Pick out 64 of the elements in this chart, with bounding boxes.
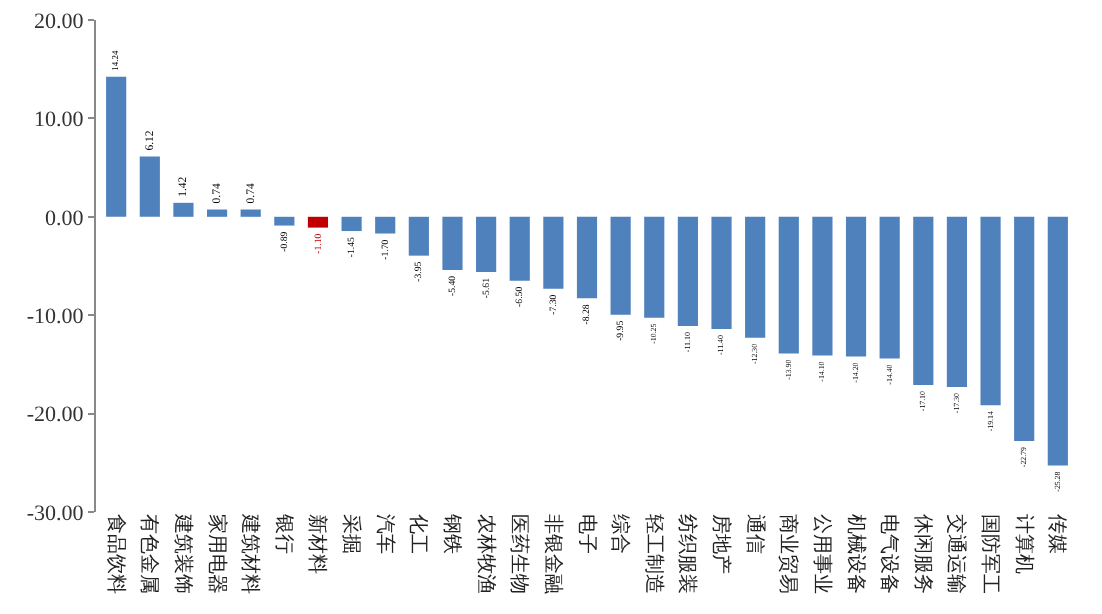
x-tick-label: 商业贸易 [776, 514, 801, 594]
bar [408, 216, 429, 256]
y-tick-label: -10.00 [26, 304, 85, 329]
bar [576, 216, 598, 299]
y-tick-label: -20.00 [26, 403, 85, 428]
x-tick-label: 电子 [574, 514, 599, 554]
bar [375, 216, 396, 234]
x-tick-label: 农林牧渔 [473, 514, 498, 594]
x-tick-label: 房地产 [709, 514, 734, 574]
bar [240, 209, 261, 217]
bar [913, 216, 934, 386]
x-tick-label: 公用事业 [809, 514, 834, 594]
x-tick-label: 纺织服装 [675, 514, 700, 594]
x-tick-label: 建筑材料 [238, 512, 263, 594]
bar [610, 216, 631, 315]
x-tick-label: 机械设备 [843, 514, 868, 594]
y-tick-label: 0.00 [45, 206, 85, 231]
bar [442, 216, 463, 270]
bar [106, 76, 127, 217]
x-tick-label: 综合 [608, 514, 633, 554]
x-tick-label: 钢铁 [439, 512, 464, 554]
bar [845, 216, 867, 357]
bar [307, 216, 329, 228]
x-tick-label: 有色金属 [137, 514, 162, 594]
bar [778, 216, 799, 354]
bar [1047, 216, 1068, 466]
x-tick-label: 汽车 [372, 514, 397, 554]
x-tick-label: 非银金融 [540, 514, 565, 594]
bar [711, 216, 732, 329]
bar [139, 156, 160, 217]
bar [476, 216, 497, 272]
bar [341, 216, 362, 232]
y-tick-label: 10.00 [34, 108, 85, 133]
x-tick-label: 食品饮料 [103, 514, 128, 594]
bar [173, 202, 194, 217]
x-tick-label: 休闲服务 [910, 514, 935, 594]
x-tick-label: 化工 [406, 514, 431, 554]
x-tick-label: 建筑装饰 [170, 512, 195, 594]
x-tick-label: 医药生物 [507, 514, 532, 594]
bar [543, 216, 564, 289]
x-tick-label: 计算机 [1011, 514, 1036, 574]
bar [946, 216, 968, 388]
x-tick-label: 轻工制造 [641, 514, 666, 594]
bar [812, 216, 833, 356]
bar [509, 216, 530, 281]
bar [980, 216, 1001, 406]
x-tick-label: 国防军工 [978, 514, 1003, 594]
bar [206, 209, 228, 217]
bar [677, 216, 698, 327]
bar [644, 216, 665, 318]
bar [879, 216, 900, 359]
bar [274, 216, 295, 226]
x-tick-label: 银行 [271, 512, 294, 554]
x-tick-label: 通信 [742, 514, 767, 554]
x-tick-label: 家用电器 [204, 514, 229, 594]
x-tick-label: 交通运输 [944, 514, 969, 594]
bar [1014, 216, 1035, 442]
x-tick-label: 传媒 [1045, 514, 1068, 554]
x-tick-label: 采掘 [339, 514, 364, 554]
bar [745, 216, 766, 338]
x-tick-label: 电气设备 [877, 514, 902, 594]
y-tick-label: -30.00 [26, 501, 85, 526]
x-tick-label: 新材料 [305, 514, 330, 574]
y-tick-label: 20.00 [34, 9, 85, 34]
